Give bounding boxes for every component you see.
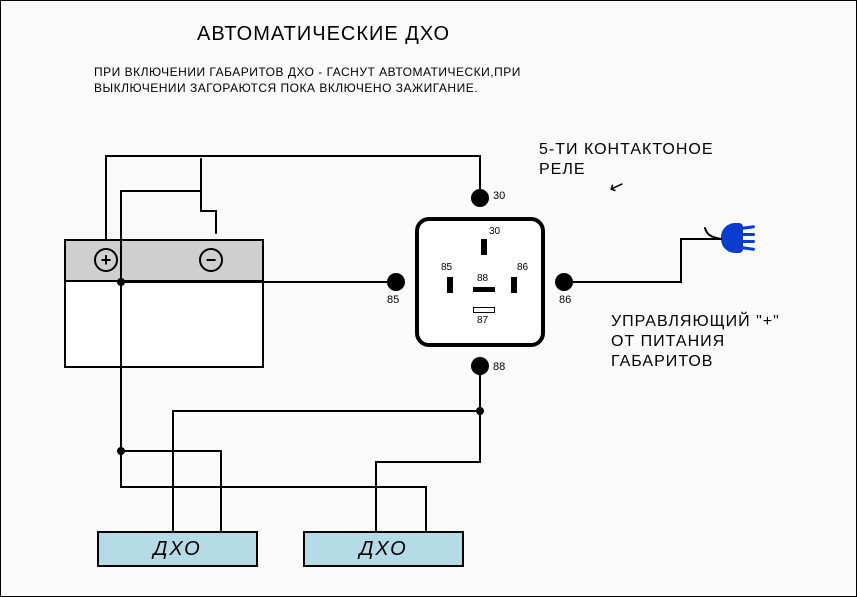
description-line-1: ПРИ ВКЛЮЧЕНИИ ГАБАРИТОВ ДХО - ГАСНУТ АВТ… (94, 64, 521, 80)
relay-pin-30-label: 30 (489, 226, 500, 237)
relay-contact-30 (471, 189, 489, 207)
page-title: АВТОМАТИЧЕСКИЕ ДХО (197, 23, 450, 46)
headlight-dome (721, 223, 743, 253)
battery-terminal-minus: − (199, 248, 223, 272)
relay-contact-88 (471, 357, 489, 375)
relay-contact-88-label: 88 (493, 361, 505, 373)
control-label-line-3: ГАБАРИТОВ (611, 353, 713, 371)
battery-terminal-plus: + (94, 248, 118, 272)
relay-contact-30-label: 30 (493, 190, 505, 202)
relay-contact-85-label: 85 (387, 294, 399, 306)
description-line-2: ВЫКЛЮЧЕНИИ ЗАГОРАЮТСЯ ПОКА ВКЛЮЧЕНО ЗАЖИ… (94, 80, 478, 96)
battery: + − (64, 239, 264, 368)
relay-pin-86-label: 86 (517, 262, 528, 273)
arrow-icon: ↙ (606, 174, 627, 199)
diagram-canvas: АВТОМАТИЧЕСКИЕ ДХО ПРИ ВКЛЮЧЕНИИ ГАБАРИТ… (0, 0, 857, 597)
relay-pin-85 (447, 277, 453, 293)
dxo-right-label: ДХО (359, 533, 407, 565)
relay-label-line-1: 5-ТИ КОНТАКТОНОЕ (539, 141, 714, 159)
relay-pin-88-label: 88 (477, 273, 488, 284)
relay-pin-88 (473, 287, 495, 292)
relay-pin-87-label: 87 (477, 315, 488, 326)
relay-pin-30 (481, 239, 487, 255)
control-label-line-1: УПРАВЛЯЮЩИЙ "+" (611, 313, 780, 331)
relay-pin-86 (511, 277, 517, 293)
headlight-icon (721, 223, 755, 253)
relay-contact-85 (387, 273, 405, 291)
control-label-line-2: ОТ ПИТАНИЯ (611, 333, 725, 351)
dxo-left-label: ДХО (153, 533, 201, 565)
dxo-box-left: ДХО (97, 531, 258, 567)
relay: 30 85 86 88 87 (415, 217, 545, 347)
dxo-box-right: ДХО (303, 531, 464, 567)
relay-contact-86-label: 86 (559, 294, 571, 306)
relay-pin-87 (473, 307, 495, 313)
relay-label-line-2: РЕЛЕ (539, 161, 586, 179)
relay-contact-86 (555, 273, 573, 291)
relay-pin-85-label: 85 (441, 262, 452, 273)
